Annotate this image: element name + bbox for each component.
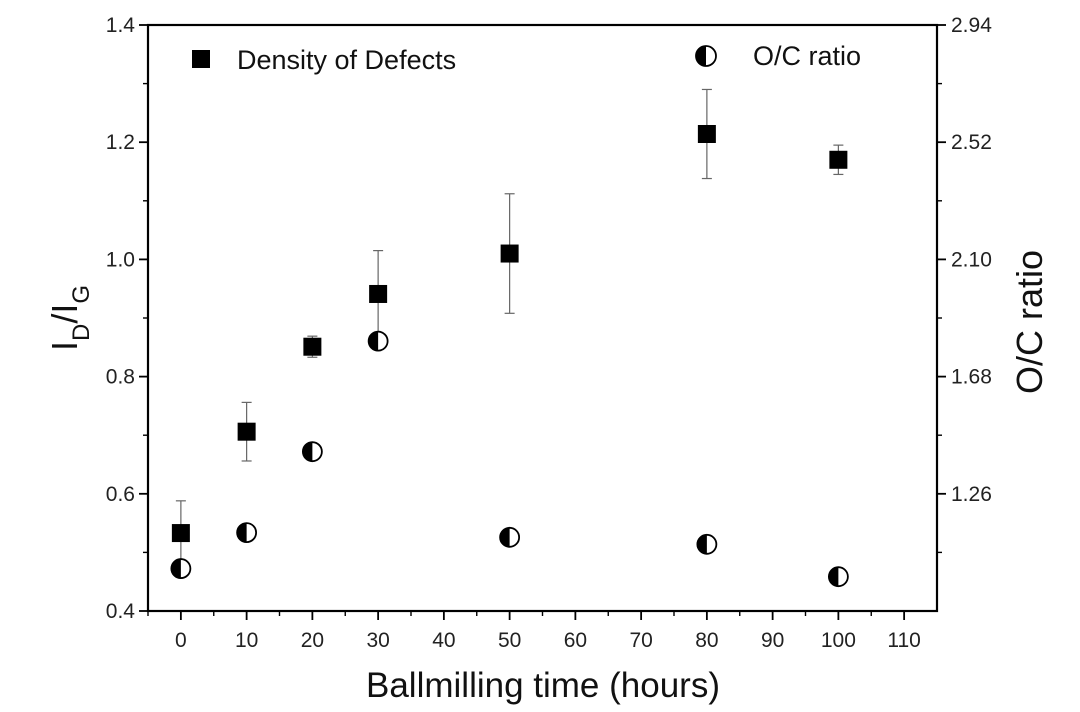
y-tick-label-1.0: 1.0 (106, 248, 135, 271)
density-point-0 (171, 500, 190, 566)
x-tick-label-100: 100 (821, 629, 856, 652)
y2-tick-label-1.68: 1.68 (951, 366, 992, 389)
oc-marker-fill (237, 523, 247, 543)
density-marker (500, 244, 519, 263)
x-tick-label-90: 90 (761, 629, 784, 652)
oc-ratio-point-20 (301, 441, 323, 463)
y-tick-label-1.2: 1.2 (106, 131, 135, 154)
y2-tick-label-1.26: 1.26 (951, 483, 992, 506)
oc-ratio-point-100 (827, 566, 849, 588)
y2-tick-label-2.52: 2.52 (951, 131, 992, 154)
y2-tick-label-2.94: 2.94 (951, 14, 992, 37)
y-tick-label-0.4: 0.4 (106, 600, 136, 623)
x-tick-label-70: 70 (629, 629, 652, 652)
oc-ratio-point-30 (367, 330, 389, 352)
svg-text:ID/IG: ID/IG (44, 285, 95, 351)
density-marker (829, 150, 848, 169)
x-tick-label-20: 20 (301, 629, 324, 652)
oc-marker-fill (302, 442, 313, 462)
density-marker (303, 337, 322, 356)
oc-ratio-point-80 (696, 533, 718, 555)
density-point-100 (829, 144, 848, 176)
oc-marker-fill (368, 331, 379, 351)
oc-marker-fill (171, 559, 181, 579)
oc-ratio-point-10 (236, 522, 258, 543)
x-tick-label-10: 10 (235, 629, 258, 652)
y-tick-label-0.6: 0.6 (106, 483, 135, 506)
oc-marker-fill (500, 527, 510, 547)
density-marker (237, 422, 256, 441)
oc-marker-fill (697, 534, 707, 554)
legend-marker-density-of-defects (192, 50, 210, 68)
x-tick-label-40: 40 (432, 629, 455, 652)
y-tick-label-1.4: 1.4 (106, 14, 136, 37)
density-point-20 (303, 335, 322, 358)
legend-label-oc-ratio: O/C ratio (753, 41, 861, 71)
oc-ratio-point-0 (170, 558, 192, 579)
y2-axis-title: O/C ratio (1009, 250, 1050, 394)
density-marker (171, 524, 190, 543)
y2-tick-label-2.10: 2.10 (951, 248, 992, 271)
legend: Density of Defects O/C ratio (192, 41, 861, 75)
density-marker (369, 284, 388, 303)
density-point-80 (697, 88, 716, 180)
x-tick-label-80: 80 (695, 629, 718, 652)
x-tick-label-110: 110 (887, 629, 920, 652)
density-marker (697, 124, 716, 143)
y-tick-label-0.8: 0.8 (106, 366, 135, 389)
oc-ratio-point-50 (499, 526, 521, 548)
x-tick-label-0: 0 (175, 629, 187, 652)
legend-marker-oc-ratio (695, 45, 717, 67)
legend-label-density-of-defects: Density of Defects (237, 45, 456, 75)
x-axis-title: Ballmilling time (hours) (366, 666, 720, 705)
density-point-10 (237, 401, 256, 462)
x-tick-label-60: 60 (564, 629, 587, 652)
x-tick-label-50: 50 (498, 629, 521, 652)
y-axis-title: ID/IG (44, 285, 95, 351)
oc-marker-fill (828, 567, 839, 587)
x-tick-label-30: 30 (366, 629, 389, 652)
density-point-50 (500, 193, 519, 314)
